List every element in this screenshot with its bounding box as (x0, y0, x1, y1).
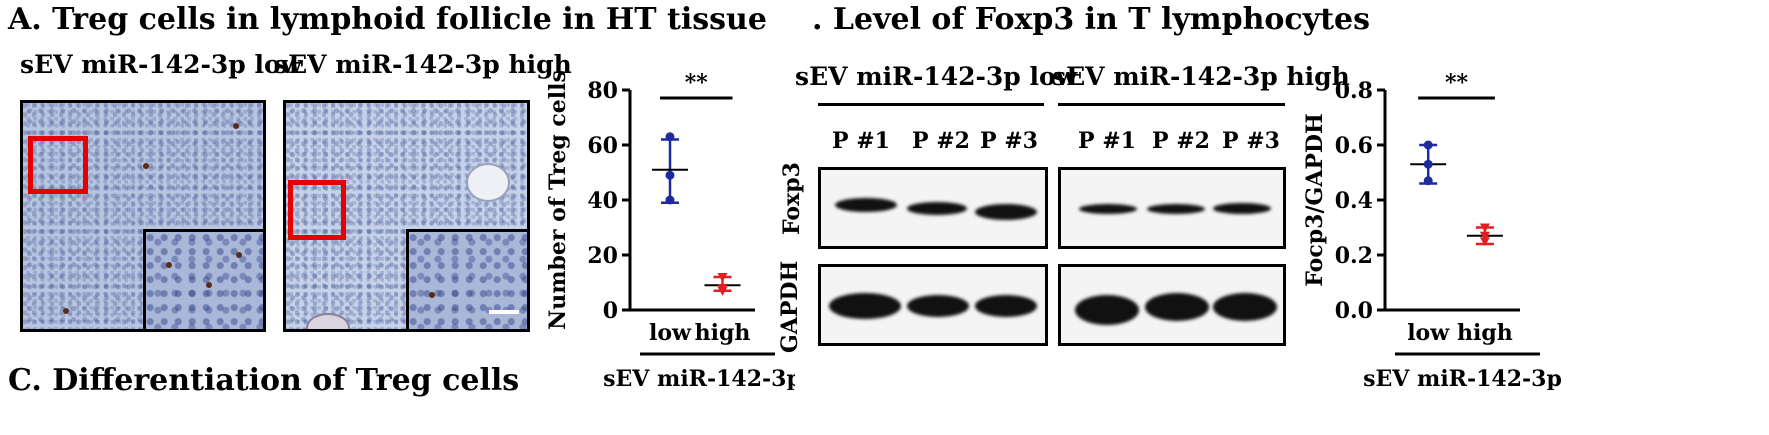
significance-label: ** (1445, 70, 1469, 96)
tissue-image-high (283, 100, 530, 332)
blot-gapdh-high (1058, 264, 1286, 346)
significance-label: ** (685, 70, 709, 96)
panel-a-title: A. Treg cells in lymphoid follicle in HT… (8, 2, 767, 37)
y-tick-label: 0.8 (1335, 78, 1373, 104)
group-low-underline (818, 103, 1044, 106)
data-point-low (665, 195, 675, 205)
x-category-label-high: high (1457, 320, 1513, 346)
y-tick-label: 0.0 (1335, 298, 1373, 324)
panel-b-title: . Level of Foxp3 in T lymphocytes (812, 2, 1370, 37)
y-tick-label: 0.4 (1335, 188, 1373, 214)
y-tick-label: 40 (587, 188, 618, 214)
row-label-gapdh: GAPDH (777, 260, 803, 353)
panel-a-group-high-label: sEV miR-142-3p high (274, 50, 572, 79)
data-point-high (717, 286, 728, 296)
lane-label-low-3: P #3 (980, 128, 1038, 154)
blot-foxp3-high (1058, 167, 1286, 249)
panel-a-group-low-label: sEV miR-142-3p low (20, 50, 303, 79)
x-axis-label: sEV miR-142-3p (1363, 366, 1562, 390)
group-high-underline (1058, 103, 1285, 106)
data-point-low (665, 132, 675, 142)
blot-foxp3-low (818, 167, 1048, 249)
chart-foxp3-ratio: 0.0 0.2 0.4 0.6 0.8 Focp3/GAPDH low high sEV miR… (1302, 70, 1562, 390)
data-point-high (1479, 223, 1490, 233)
x-category-label-low: low (649, 320, 692, 346)
lane-label-low-1: P #1 (832, 128, 890, 154)
lane-label-high-1: P #1 (1078, 128, 1136, 154)
panel-b-group-low-label: sEV miR-142-3p low (795, 62, 1078, 91)
y-axis-label: Number of Treg cells (545, 70, 571, 330)
chart-treg-count: 0 20 40 60 80 Number of Treg cells low high sEV … (545, 70, 795, 390)
zoom-inset-high (406, 229, 527, 329)
y-axis-label: Focp3/GAPDH (1302, 113, 1328, 286)
data-point-low (1423, 176, 1433, 186)
data-point-low (1423, 140, 1433, 150)
x-category-label-low: low (1407, 320, 1450, 346)
y-tick-label: 0 (603, 298, 618, 324)
y-tick-label: 0.6 (1335, 133, 1373, 159)
data-point-low (665, 170, 675, 180)
tissue-image-low (20, 100, 266, 332)
y-tick-label: 20 (587, 243, 618, 269)
lane-label-high-3: P #3 (1222, 128, 1280, 154)
data-point-high (717, 273, 728, 282)
x-category-label-high: high (695, 320, 751, 346)
y-tick-label: 80 (587, 78, 618, 104)
row-label-foxp3: Foxp3 (779, 162, 805, 235)
data-point-high (1479, 237, 1490, 247)
lane-label-high-2: P #2 (1152, 128, 1210, 154)
y-tick-label: 0.2 (1335, 243, 1373, 269)
panel-b-group-high-label: sEV miR-142-3p high (1052, 62, 1350, 91)
zoom-region-box-high (288, 180, 346, 240)
zoom-inset-low (143, 229, 263, 329)
blot-gapdh-low (818, 264, 1048, 346)
zoom-region-box-low (28, 136, 88, 194)
y-tick-label: 60 (587, 133, 618, 159)
data-point-low (1423, 159, 1433, 169)
data-point-high (1479, 231, 1490, 241)
lane-label-low-2: P #2 (912, 128, 970, 154)
panel-c-title: C. Differentiation of Treg cells (8, 363, 520, 398)
x-axis-label: sEV miR-142-3p (603, 366, 795, 390)
